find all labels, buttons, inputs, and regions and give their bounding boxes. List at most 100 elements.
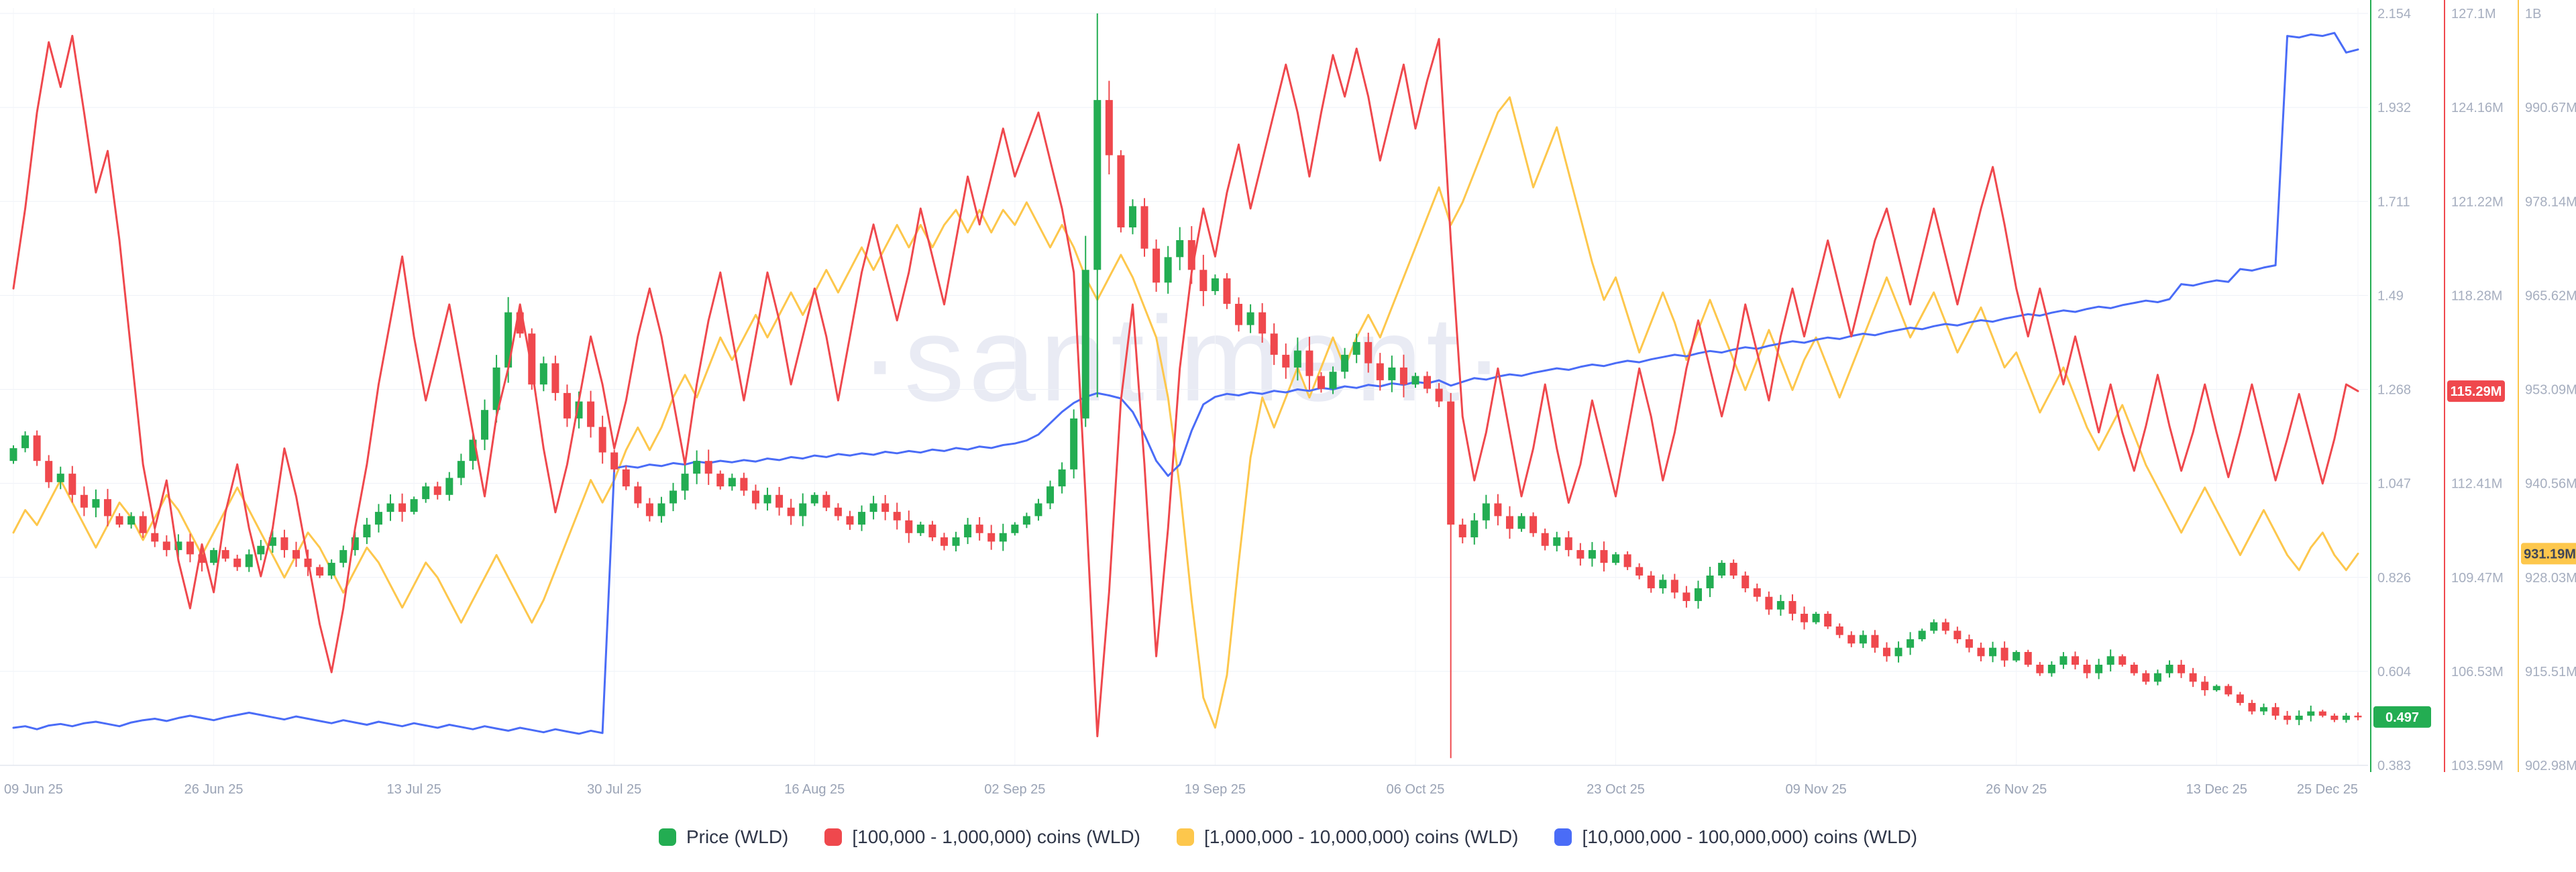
candlestick bbox=[528, 333, 536, 385]
candlestick bbox=[1364, 341, 1373, 364]
legend-item-supply-100k-1m[interactable]: [100,000 - 1,000,000) coins (WLD) bbox=[824, 826, 1140, 848]
price-axis-tick-label: 1.268 bbox=[2377, 383, 2411, 398]
candlestick bbox=[1706, 576, 1714, 589]
candlestick bbox=[1211, 278, 1219, 291]
candlestick bbox=[563, 392, 571, 419]
candlestick bbox=[68, 474, 76, 495]
candlestick bbox=[1835, 626, 1843, 635]
legend-item-supply-1m-10m[interactable]: [1,000,000 - 10,000,000) coins (WLD) bbox=[1176, 826, 1518, 848]
candlestick bbox=[952, 537, 960, 546]
candlestick bbox=[2165, 664, 2174, 673]
legend-label-price: Price (WLD) bbox=[686, 826, 789, 847]
candlestick bbox=[2189, 673, 2197, 682]
price-last-value-badge-label: 0.497 bbox=[2385, 710, 2419, 725]
candlestick bbox=[445, 478, 453, 495]
candlestick bbox=[551, 363, 559, 393]
candlestick bbox=[1812, 614, 1820, 622]
candlestick bbox=[221, 550, 229, 559]
candlestick bbox=[1741, 576, 1750, 589]
candlestick bbox=[516, 312, 524, 334]
x-axis-date-label: 23 Oct 25 bbox=[1587, 782, 1645, 797]
candlestick bbox=[2354, 715, 2362, 718]
legend-item-supply-10m-100m[interactable]: [10,000,000 - 100,000,000) coins (WLD) bbox=[1554, 826, 1917, 848]
candlestick bbox=[1470, 520, 1479, 538]
legend-item-price[interactable]: Price (WLD) bbox=[658, 826, 789, 848]
candlestick bbox=[1081, 270, 1089, 419]
candlestick bbox=[1753, 588, 1761, 597]
supply-1m-10m-axis-tick-label: 953.09M bbox=[2525, 383, 2576, 398]
candlestick bbox=[198, 554, 206, 563]
candlestick bbox=[610, 452, 619, 470]
candlestick bbox=[1801, 614, 1809, 622]
candlestick bbox=[1376, 363, 1384, 380]
candlestick bbox=[1576, 550, 1585, 559]
candlestick bbox=[1788, 601, 1796, 614]
supply-100k-1m-axis-tick-label: 118.28M bbox=[2451, 288, 2502, 303]
candlestick bbox=[2083, 664, 2091, 673]
supply-100k-1m-axis-tick-label: 112.41M bbox=[2451, 477, 2502, 492]
candlestick bbox=[1117, 155, 1125, 228]
supply-1m-10m-axis-tick-label: 915.51M bbox=[2525, 665, 2576, 679]
candlestick bbox=[1694, 588, 1702, 602]
candlestick bbox=[905, 520, 913, 533]
candlestick bbox=[1612, 554, 1620, 563]
candlestick bbox=[1447, 401, 1455, 525]
candlestick bbox=[1776, 601, 1784, 610]
candlestick bbox=[151, 533, 159, 542]
price-axis-tick-label: 1.932 bbox=[2377, 101, 2411, 115]
candlestick bbox=[1187, 240, 1195, 270]
candlestick bbox=[45, 461, 53, 482]
candlestick bbox=[2106, 656, 2114, 665]
candlestick bbox=[869, 503, 877, 512]
candlestick bbox=[1070, 418, 1078, 470]
candlestick bbox=[2130, 664, 2138, 673]
candlestick bbox=[728, 478, 736, 487]
supply-100k-1m-last-value-badge-label: 115.29M bbox=[2451, 384, 2502, 399]
supply-100k-1m-axis-tick-label: 109.47M bbox=[2451, 571, 2504, 586]
candlestick bbox=[1553, 537, 1561, 546]
candlestick bbox=[363, 525, 371, 538]
x-axis-date-label: 13 Jul 25 bbox=[387, 782, 441, 797]
candlestick bbox=[1505, 516, 1513, 529]
candlestick bbox=[1199, 270, 1208, 291]
supply-1m-10m-axis-tick-label: 940.56M bbox=[2525, 477, 2576, 492]
candlestick bbox=[33, 435, 41, 461]
legend-swatch-price-icon bbox=[658, 828, 676, 846]
candlestick bbox=[1494, 503, 1502, 516]
candlestick bbox=[1258, 312, 1267, 334]
candlestick bbox=[2248, 702, 2256, 712]
price-last-value-badge bbox=[2373, 706, 2431, 728]
candlestick bbox=[186, 541, 194, 555]
candlestick bbox=[1352, 341, 1360, 355]
candlestick bbox=[634, 486, 642, 504]
candlestick bbox=[2284, 715, 2292, 720]
candlestick bbox=[1965, 639, 1973, 648]
candlestick bbox=[1176, 240, 1184, 258]
legend-swatch-supply-1m-10m-icon bbox=[1176, 828, 1194, 846]
x-axis-date-label: 06 Oct 25 bbox=[1387, 782, 1445, 797]
candlestick bbox=[763, 494, 771, 504]
candlestick bbox=[1930, 622, 1938, 631]
candlestick bbox=[174, 541, 182, 551]
supply-100k-1m-axis-tick-label: 103.59M bbox=[2451, 759, 2504, 773]
candlestick bbox=[9, 448, 17, 461]
candlestick bbox=[2201, 682, 2209, 690]
candlestick bbox=[127, 516, 136, 525]
candlestick bbox=[2000, 647, 2008, 661]
candlestick bbox=[1718, 563, 1726, 576]
candlestick bbox=[846, 516, 854, 525]
candlestick bbox=[1729, 563, 1737, 576]
candlestick bbox=[2224, 686, 2233, 695]
candlestick bbox=[268, 537, 276, 546]
candlestick bbox=[2330, 715, 2339, 720]
supply-1m-10m-axis-tick-label: 902.98M bbox=[2525, 759, 2576, 773]
candlestick bbox=[575, 401, 583, 419]
x-axis-date-label: 26 Jun 25 bbox=[184, 782, 244, 797]
candlestick bbox=[2212, 686, 2220, 690]
candlestick bbox=[1682, 592, 1690, 602]
candlestick bbox=[1588, 550, 1596, 559]
candlestick bbox=[1907, 639, 1915, 648]
candlestick bbox=[587, 401, 595, 427]
candlestick bbox=[964, 525, 972, 538]
